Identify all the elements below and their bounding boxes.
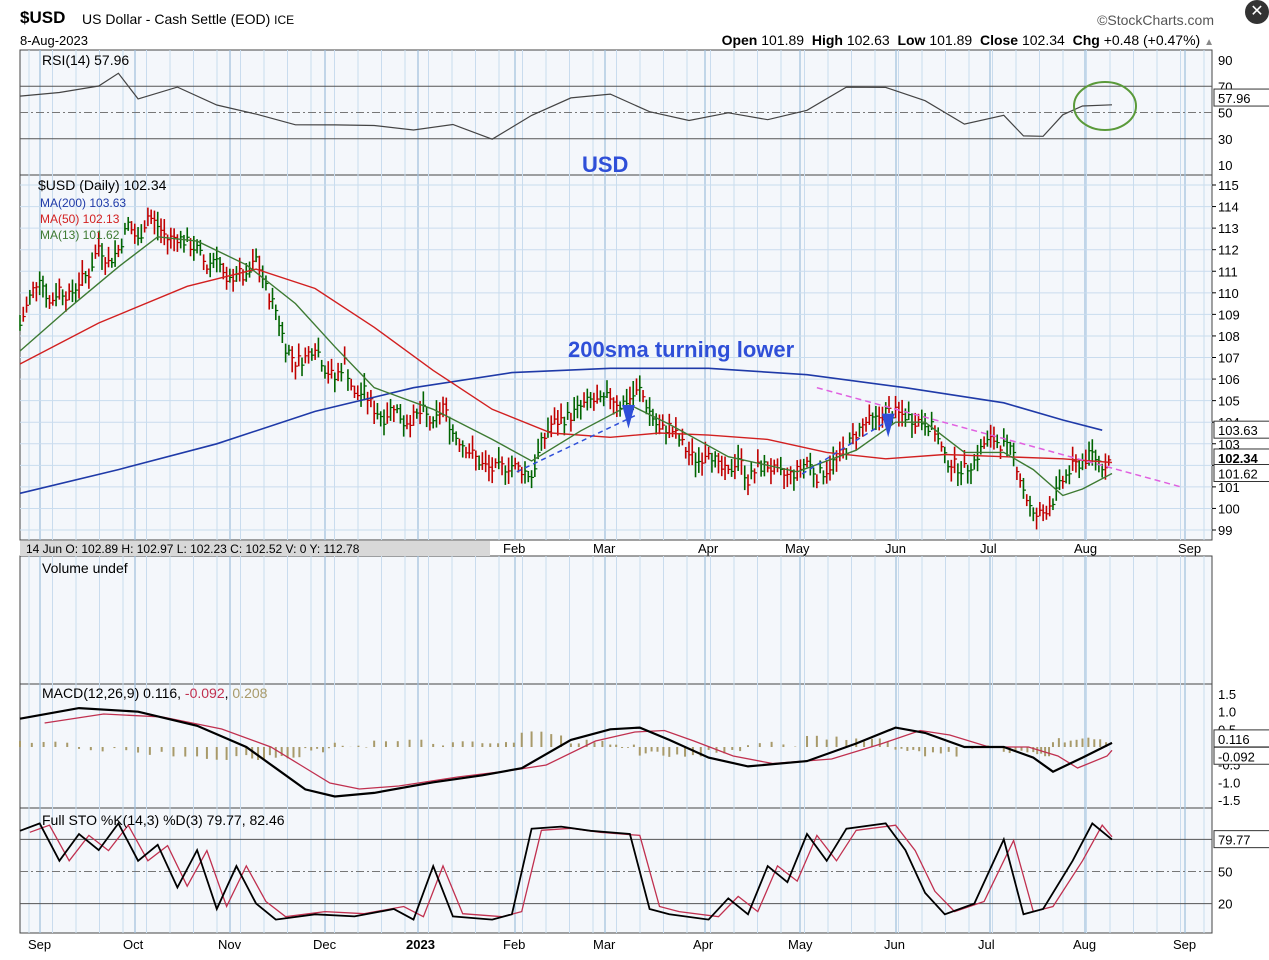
close-icon[interactable]: ✕: [1245, 0, 1269, 24]
macd-line: [19, 706, 1113, 798]
rsi-line: [19, 72, 1113, 140]
uptrend-line: [801, 421, 887, 475]
downtrend-line: [816, 386, 1182, 488]
rsi-legend: RSI(14) 57.96: [42, 52, 129, 68]
price-month-label: May: [785, 541, 810, 556]
sto-k-line: [19, 821, 1113, 921]
price-tick-label: 112: [1218, 243, 1239, 258]
ohlc-readout: 14 Jun O: 102.89 H: 102.97 L: 102.23 C: …: [26, 542, 360, 556]
bottom-month-label: Jun: [884, 937, 905, 952]
ma200-value-box-box: [1213, 420, 1269, 439]
rsi-tick-label: 10: [1218, 158, 1232, 173]
bottom-month-label: Sep: [1173, 937, 1196, 952]
ma200-line: [19, 367, 1103, 495]
price-month-label: Sep: [1178, 541, 1201, 556]
price-month-label: Aug: [1074, 541, 1097, 556]
bottom-month-label: Mar: [593, 937, 616, 952]
close-value-box: 102.34: [1218, 451, 1259, 466]
macd-tick-label: -1.5: [1218, 793, 1240, 808]
sto-tick-label: 50: [1218, 865, 1232, 880]
price-tick-label: 99: [1218, 523, 1232, 538]
price-tick-label: 110: [1218, 286, 1239, 301]
price-tick-label: 108: [1218, 329, 1240, 344]
rsi-tick-label: 90: [1218, 53, 1232, 68]
price-tick-label: 111: [1218, 264, 1238, 279]
sma-annotation: 200sma turning lower: [568, 337, 795, 362]
price-tick-label: 105: [1218, 394, 1240, 409]
macd-signal-box-box: [1213, 746, 1269, 765]
sto-value-box-box: [1213, 830, 1269, 849]
bottom-month-label: Dec: [313, 937, 337, 952]
price-tick-label: 113: [1218, 221, 1239, 236]
bottom-month-label: Apr: [693, 937, 714, 952]
rsi-highlight-circle: [1073, 81, 1137, 131]
symbol-label: $USD: [20, 8, 66, 27]
sto-tick-label: 20: [1218, 897, 1232, 912]
bottom-month-label: Sep: [28, 937, 51, 952]
price-month-label: Jul: [980, 541, 997, 556]
rsi-tick-label: 30: [1218, 132, 1232, 147]
rsi-value-box-box: [1213, 88, 1269, 107]
up-arrow-icon: ▲: [1204, 37, 1214, 48]
price-tick-label: 107: [1218, 351, 1240, 366]
chart-date: 8-Aug-2023: [20, 33, 88, 48]
macd-value-box: 0.116: [1218, 732, 1250, 747]
down-arrow-icon: [622, 404, 635, 429]
rsi-tick-label: 50: [1218, 106, 1232, 121]
ma200-value-box: 103.63: [1218, 423, 1258, 438]
ma13-line: [19, 236, 1113, 497]
uptrend-line: [516, 415, 636, 473]
ma13-value-box: 101.62: [1218, 467, 1258, 482]
ma50-legend: MA(50) 102.13: [40, 212, 120, 226]
price-tick-label: 109: [1218, 307, 1240, 322]
price-tick-label: 103: [1218, 437, 1240, 452]
ohlc-readout-bg: [20, 541, 490, 556]
price-tick-label: 101: [1218, 480, 1240, 495]
price-month-label: Jun: [885, 541, 906, 556]
ma50-line: [19, 268, 1113, 464]
bottom-month-label: Jul: [978, 937, 995, 952]
bottom-month-label: Feb: [503, 937, 525, 952]
ma200-legend: MA(200) 103.63: [40, 196, 126, 210]
rsi-value-box: 57.96: [1218, 91, 1251, 106]
quote-readout: Open 101.89 High 102.63 Low 101.89 Close…: [721, 32, 1214, 48]
price-tick-label: 106: [1218, 372, 1240, 387]
brand-label: ©StockCharts.com: [1097, 12, 1214, 28]
sto-legend: Full STO %K(14,3) %D(3) 79.77, 82.46: [42, 812, 285, 828]
instrument-name: US Dollar - Cash Settle (EOD) ICE: [82, 11, 295, 27]
macd-tick-label: -1.0: [1218, 775, 1240, 790]
macd-tick-label: 1.0: [1218, 705, 1236, 720]
volume-legend: Volume undef: [42, 560, 128, 576]
bottom-month-label: Nov: [218, 937, 242, 952]
price-tick-label: 115: [1218, 178, 1239, 193]
price-tick-label: 100: [1218, 501, 1240, 516]
macd-tick-label: 1.5: [1218, 687, 1236, 702]
price-legend: $USD (Daily) 102.34: [38, 177, 167, 193]
bottom-month-label: Aug: [1073, 937, 1096, 952]
price-tick-label: 114: [1218, 200, 1239, 215]
price-month-label: Mar: [593, 541, 616, 556]
price-month-label: Feb: [503, 541, 525, 556]
ma13-value-box-box: [1213, 464, 1269, 483]
sto-value-box: 79.77: [1218, 833, 1251, 848]
ma13-legend: MA(13) 101.62: [40, 228, 120, 242]
bottom-month-label: Oct: [123, 937, 144, 952]
bottom-month-label: May: [788, 937, 813, 952]
usd-annotation: USD: [582, 152, 628, 177]
macd-signal-box: -0.092: [1218, 749, 1255, 764]
bottom-month-label: 2023: [406, 937, 435, 952]
price-month-label: Apr: [698, 541, 719, 556]
macd-legend: MACD(12,26,9) 0.116, -0.092, 0.208: [42, 685, 268, 701]
down-arrow-icon: [881, 413, 895, 438]
chart-header: $USD US Dollar - Cash Settle (EOD) ICE 8…: [0, 0, 1269, 50]
